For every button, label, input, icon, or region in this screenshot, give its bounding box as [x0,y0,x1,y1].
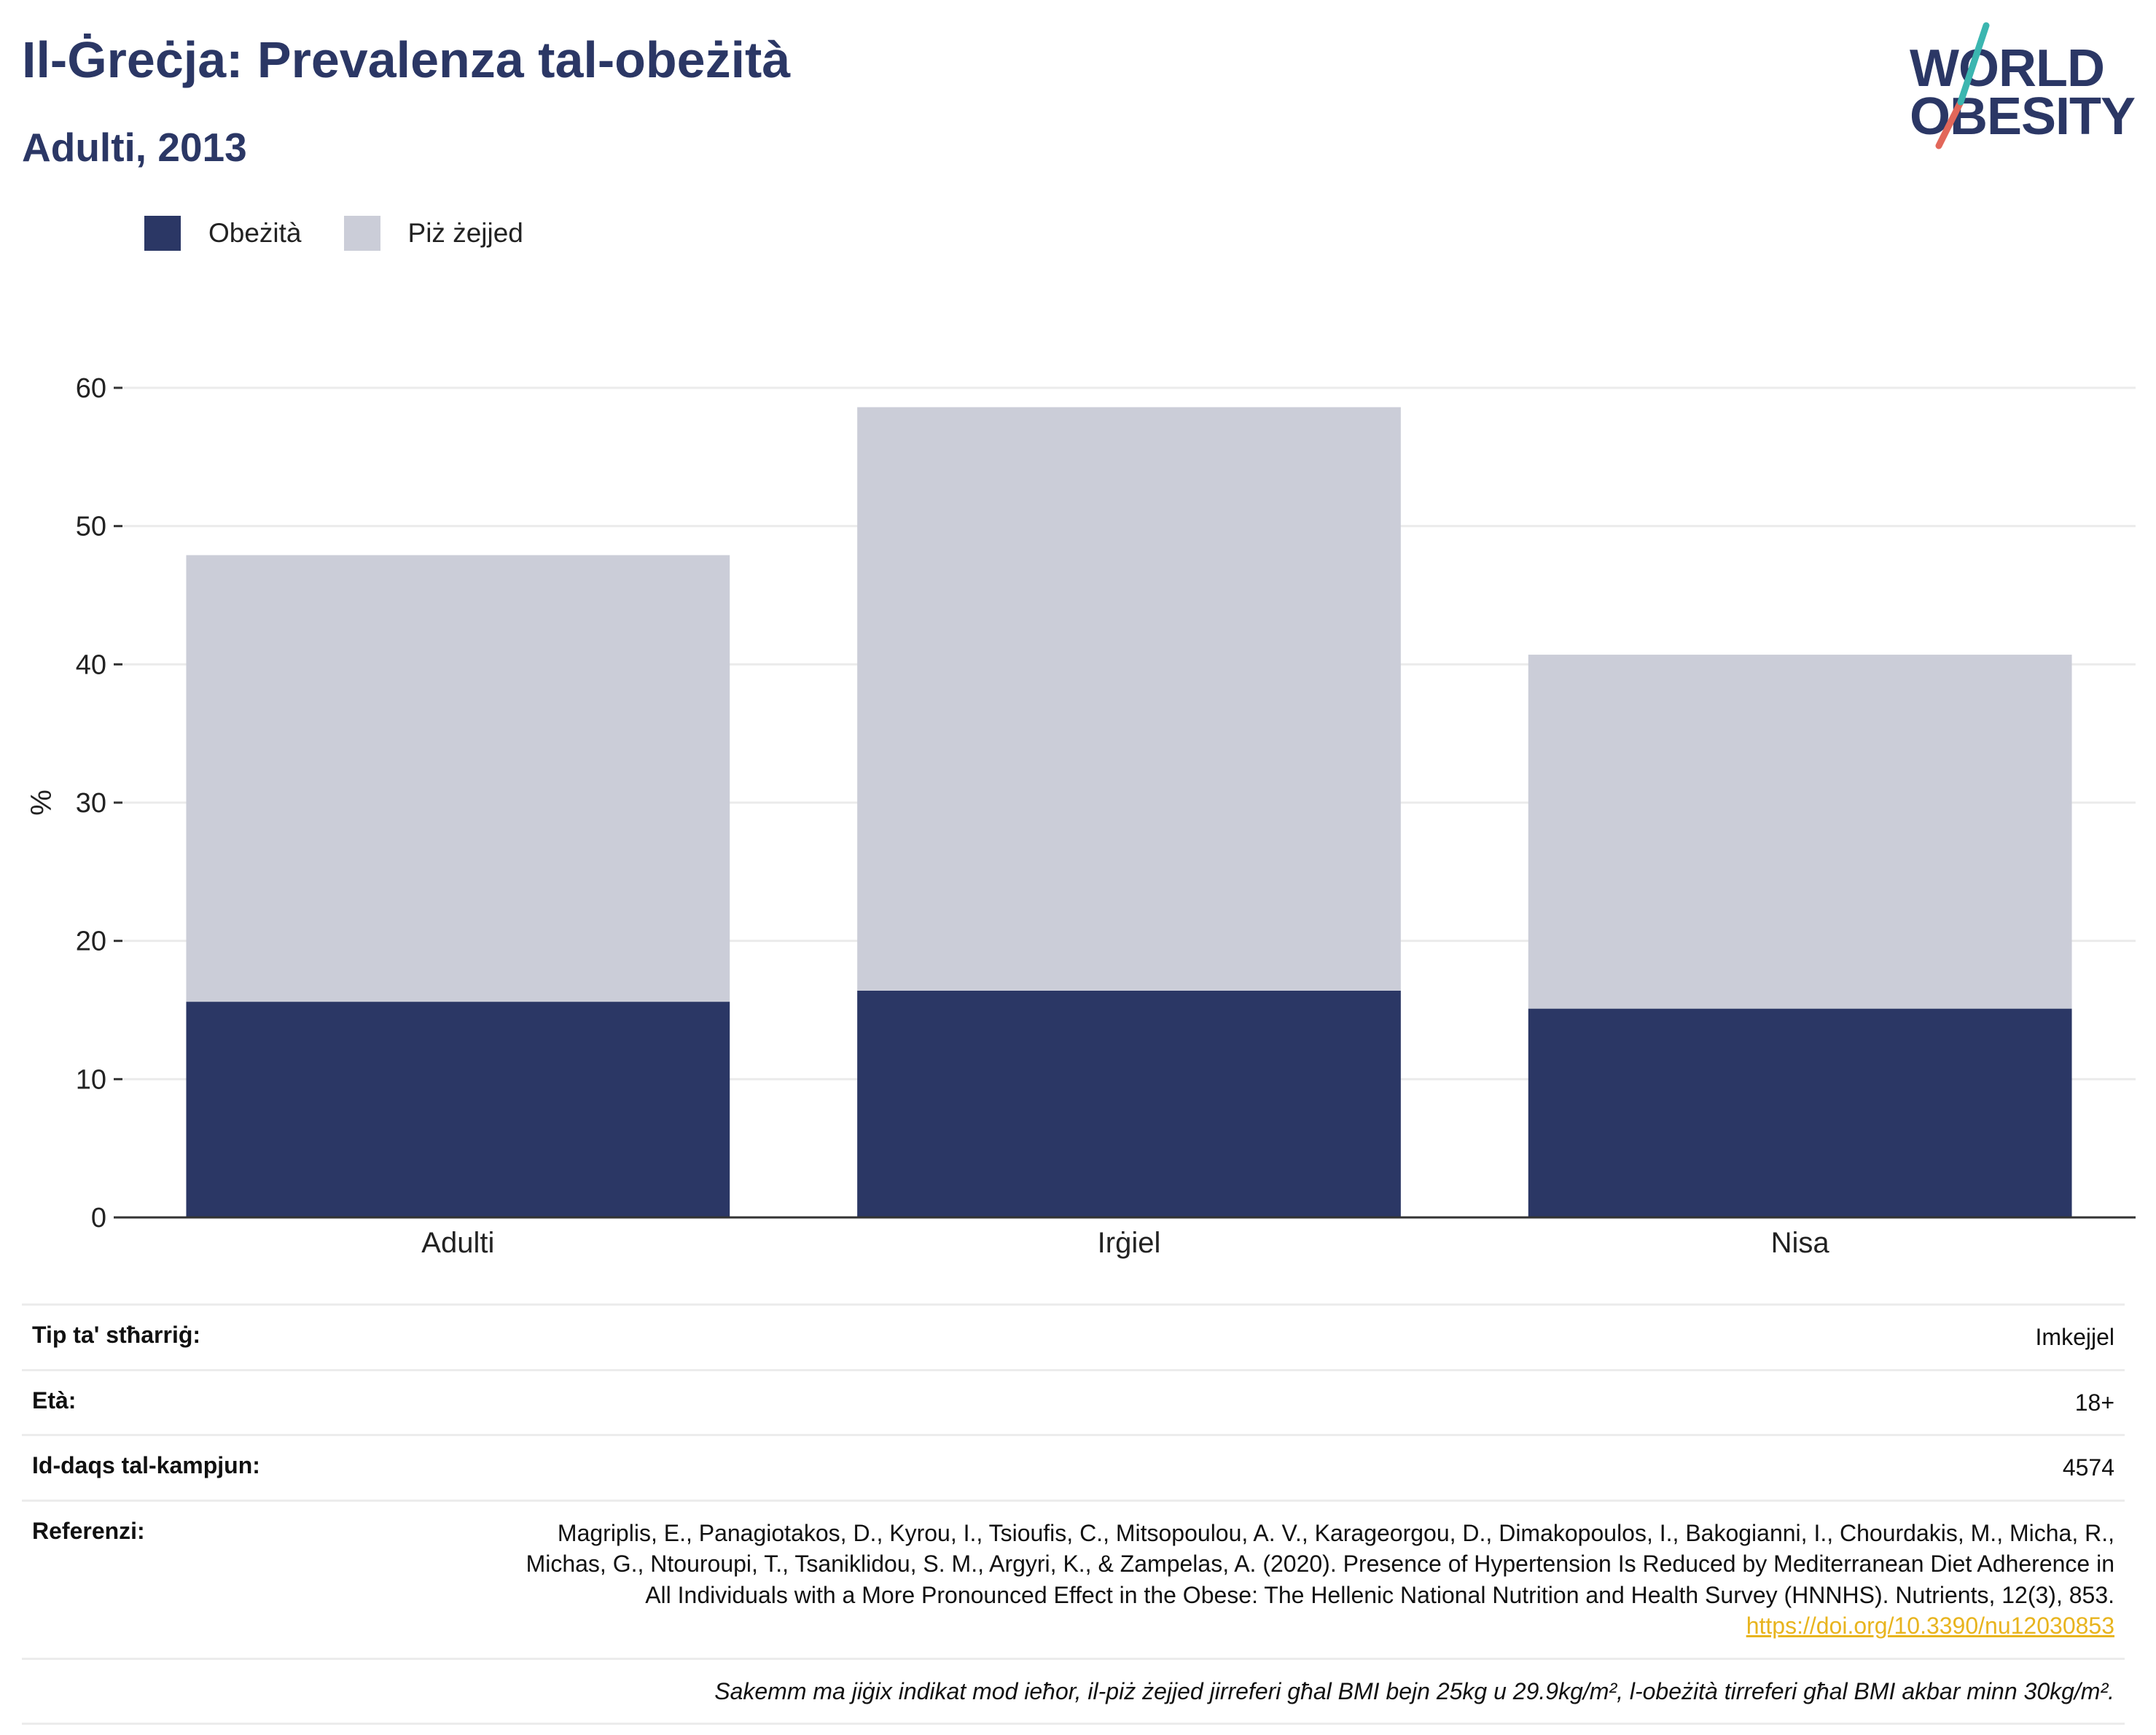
y-tick-label: 60 [76,373,106,404]
note-spacer [22,1657,494,1726]
world-obesity-logo: WORLD OBESITY [1895,22,2143,153]
bar-overweight [1528,655,2072,1009]
x-tick-label: Adulti [421,1227,494,1259]
y-tick-label: 0 [91,1203,106,1233]
age-label: Età: [22,1368,494,1435]
survey-info-table: Tip ta' stħarriġ: Imkejjel Età: 18+ Id-d… [22,1303,2125,1726]
sample-size-label: Id-daqs tal-kampjun: [22,1434,494,1501]
page-subtitle: Adulti, 2013 [22,125,247,170]
x-tick-label: Irġiel [1098,1227,1161,1259]
legend-swatch-obesity [144,216,181,251]
table-row: Referenzi: Magriplis, E., Panagiotakos, … [22,1499,2125,1659]
page-title: Il-Ġreċja: Prevalenza tal-obeżità [22,31,791,88]
y-tick-label: 20 [76,927,106,957]
table-row: Tip ta' stħarriġ: Imkejjel [22,1303,2125,1371]
reference-label: Referenzi: [22,1499,494,1659]
legend-swatch-overweight [343,216,380,251]
age-value: 18+ [494,1368,2125,1435]
reference-text: Magriplis, E., Panagiotakos, D., Kyrou, … [526,1519,2114,1608]
y-tick-label: 30 [76,788,106,819]
reference-cell: Magriplis, E., Panagiotakos, D., Kyrou, … [494,1499,2125,1659]
legend-label-overweight: Piż żejjed [407,218,523,248]
survey-type-value: Imkejjel [494,1303,2125,1371]
bar-obesity [857,990,1401,1217]
y-tick-label: 40 [76,650,106,680]
legend-label-obesity: Obeżità [208,218,302,248]
table-row: Età: 18+ [22,1368,2125,1435]
bar-obesity [186,1002,730,1217]
bar-overweight [186,555,730,1002]
definition-note: Sakemm ma jiġix indikat mod ieħor, il-pi… [494,1657,2125,1726]
chart-legend: Obeżità Piż żejjed [144,216,566,251]
table-row: Sakemm ma jiġix indikat mod ieħor, il-pi… [22,1657,2125,1726]
table-row: Id-daqs tal-kampjun: 4574 [22,1434,2125,1501]
y-axis-label: % [26,789,58,816]
x-tick-label: Nisa [1771,1227,1830,1259]
legend-item-obesity: Obeżità [144,216,302,251]
y-tick-label: 50 [76,512,106,542]
logo-slash-icon [1935,22,1990,149]
stacked-bar-chart: 0 10 20 30 40 50 60% Adulti Irġiel Nisa [26,373,2136,1259]
reference-doi-link[interactable]: https://doi.org/10.3390/nu12030853 [1746,1613,2114,1640]
bar-obesity [1528,1008,2072,1217]
y-tick-label: 10 [76,1064,106,1095]
logo-line1: WORLD [1910,39,2105,98]
survey-type-label: Tip ta' stħarriġ: [22,1303,494,1371]
sample-size-value: 4574 [494,1434,2125,1501]
bar-overweight [857,407,1401,991]
legend-item-overweight: Piż żejjed [343,216,523,251]
